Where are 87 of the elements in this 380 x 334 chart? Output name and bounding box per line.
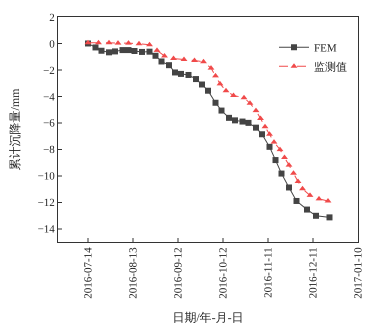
point [266,144,272,150]
point [278,170,284,177]
legend-label: 监测值 [314,62,347,74]
point [178,70,184,77]
legend-label: FEM [314,42,337,55]
point [106,49,112,56]
point [139,48,145,55]
y-tick-label: −12 [38,197,55,210]
point [266,131,273,136]
x-axis-title: 日期/年-月-日 [172,310,244,325]
point [232,117,238,124]
point [161,53,168,58]
x-tick-label: 2016-10-12 [218,247,230,299]
point [205,88,211,94]
point [262,124,268,128]
y-tick-label: 2 [49,12,55,24]
point [212,100,218,106]
point [230,92,237,97]
point [106,40,112,44]
point [126,47,132,54]
point [226,114,232,121]
point [306,192,314,197]
y-tick-label: 0 [49,38,56,50]
point [200,58,207,64]
x-tick-label: 2016-07-14 [82,246,95,299]
point [240,94,248,100]
x-tick-label: 2016-08-13 [128,246,140,299]
point [112,48,118,54]
x-tick-label: 2016-11-11 [262,247,275,298]
point [208,65,214,70]
y-tick-label: −8 [43,144,56,156]
point [120,47,126,54]
point [154,47,160,52]
point [253,124,259,131]
point [114,40,122,45]
point [146,42,153,46]
point [257,116,264,120]
point [146,48,152,55]
y-tick-label: −10 [38,170,56,183]
point [92,44,98,50]
point [286,184,292,190]
point [95,40,102,44]
point [218,108,224,114]
point [212,72,219,78]
y-tick-label: −2 [43,64,55,77]
point [276,146,284,152]
point [180,56,188,61]
point [132,48,138,54]
point [294,178,302,184]
point [294,198,300,204]
point [259,131,265,138]
point [270,139,278,144]
x-tick-label: 2016-12-11 [308,247,320,298]
point [281,154,288,160]
point [186,72,192,78]
point [246,120,252,126]
x-tick-label: 2017-01-10 [352,246,365,299]
point [252,108,260,112]
point [166,62,172,68]
point [222,88,230,92]
point [125,40,132,45]
point [290,170,297,175]
point [316,196,322,200]
point [191,58,198,62]
y-axis-title: 累计沉降量/mm [8,88,22,171]
y-tick-label: −6 [43,118,56,130]
point [136,40,142,46]
point [152,52,158,59]
point [172,69,178,76]
point [313,212,319,219]
point [193,76,199,82]
point [326,214,332,220]
point [199,82,205,88]
y-tick-label: −14 [38,224,56,236]
x-tick-label: 2016-09-12 [172,247,185,299]
point [246,100,254,105]
point [272,157,278,164]
point [299,186,306,190]
point [170,56,177,60]
point [324,198,332,202]
y-tick-label: −4 [43,91,56,104]
point [158,58,164,64]
point [286,162,292,167]
point [216,80,224,86]
point [240,118,246,125]
point [98,48,104,54]
point [304,206,310,213]
